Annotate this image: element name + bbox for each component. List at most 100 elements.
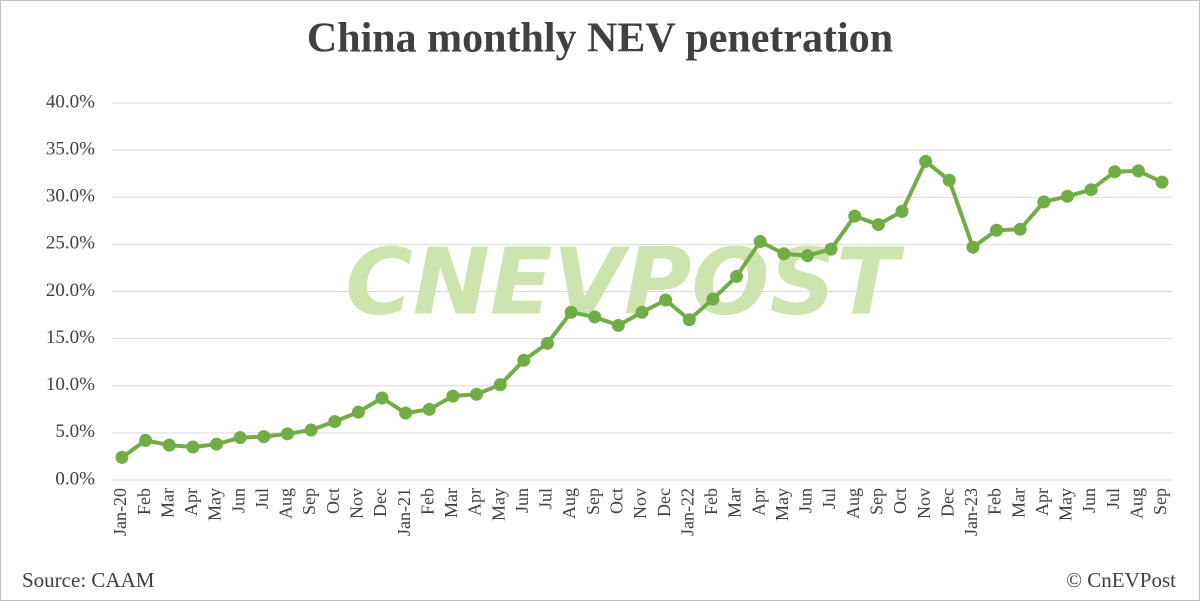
- x-tick-label: Feb: [985, 488, 1005, 515]
- data-point: [422, 402, 436, 416]
- data-point: [328, 415, 342, 429]
- x-tick-label: Jan-23: [961, 488, 981, 536]
- x-tick-label: Nov: [914, 488, 934, 519]
- y-tick-label: 15.0%: [46, 327, 95, 348]
- data-point: [919, 154, 933, 168]
- y-tick-label: 30.0%: [46, 186, 95, 207]
- data-point: [706, 292, 720, 306]
- source: Source: CAAM: [22, 568, 155, 592]
- data-point: [682, 313, 696, 327]
- data-point: [777, 247, 791, 261]
- x-tick-label: Jun: [796, 488, 816, 513]
- x-tick-label: Sep: [299, 488, 319, 515]
- y-tick-label: 20.0%: [46, 280, 95, 301]
- x-tick-label: May: [488, 488, 508, 521]
- data-point: [800, 249, 814, 263]
- data-point: [540, 336, 554, 350]
- data-point: [1060, 189, 1074, 203]
- x-tick-label: Mar: [1008, 488, 1028, 518]
- x-tick-label: Mar: [725, 488, 745, 518]
- x-tick-label: Jan-21: [394, 488, 414, 536]
- data-point: [1108, 165, 1122, 179]
- y-tick-label: 35.0%: [46, 138, 95, 159]
- x-tick-label: Sep: [583, 488, 603, 515]
- x-tick-label: Dec: [654, 488, 674, 517]
- data-point: [210, 437, 224, 451]
- x-tick-label: May: [205, 488, 225, 521]
- x-tick-label: Aug: [1126, 488, 1146, 519]
- data-point: [446, 389, 460, 403]
- data-point: [588, 310, 602, 324]
- x-tick-label: May: [1056, 488, 1076, 521]
- data-point: [966, 240, 980, 254]
- y-tick-label: 10.0%: [46, 374, 95, 395]
- x-tick-label: Oct: [606, 488, 626, 514]
- data-point: [186, 440, 200, 454]
- x-tick-label: Feb: [134, 488, 154, 515]
- x-tick-label: Mar: [157, 488, 177, 518]
- data-point: [233, 431, 247, 445]
- x-tick-label: Jul: [819, 488, 839, 509]
- x-tick-label: Feb: [701, 488, 721, 515]
- x-tick-label: Nov: [346, 488, 366, 519]
- data-point: [611, 318, 625, 332]
- x-tick-label: Sep: [1150, 488, 1170, 515]
- credit: © CnEVPost: [1066, 568, 1176, 592]
- data-point: [304, 423, 318, 437]
- data-point: [990, 223, 1004, 237]
- x-tick-label: Apr: [1032, 488, 1052, 516]
- x-tick-label: Aug: [843, 488, 863, 519]
- data-point: [659, 293, 673, 307]
- data-point: [753, 235, 767, 249]
- x-tick-label: Dec: [370, 488, 390, 517]
- x-tick-label: Feb: [417, 488, 437, 515]
- data-point: [1037, 195, 1051, 209]
- x-tick-label: Jan-20: [110, 488, 130, 536]
- x-tick-label: Jul: [536, 488, 556, 509]
- data-point: [1131, 164, 1145, 178]
- chart-title: China monthly NEV penetration: [307, 16, 893, 62]
- data-point: [871, 218, 885, 232]
- data-point: [139, 433, 153, 447]
- x-tick-label: Aug: [559, 488, 579, 519]
- x-tick-label: Jun: [1079, 488, 1099, 513]
- data-point: [564, 305, 578, 319]
- x-tick-label: May: [772, 488, 792, 521]
- data-point: [351, 405, 365, 419]
- x-tick-label: Sep: [866, 488, 886, 515]
- y-tick-label: 0.0%: [55, 468, 95, 489]
- data-point: [848, 209, 862, 223]
- data-point: [1155, 175, 1169, 189]
- x-tick-label: Aug: [276, 488, 296, 519]
- data-point: [1084, 183, 1098, 197]
- x-tick-label: Mar: [441, 488, 461, 518]
- y-tick-label: 5.0%: [55, 421, 95, 442]
- x-tick-label: Jun: [228, 488, 248, 513]
- x-tick-label: Dec: [937, 488, 957, 517]
- data-point: [493, 378, 507, 392]
- x-tick-label: Apr: [748, 488, 768, 516]
- data-point: [730, 269, 744, 283]
- x-tick-label: Apr: [465, 488, 485, 516]
- x-tick-label: Jul: [252, 488, 272, 509]
- data-point: [824, 242, 838, 256]
- x-tick-label: Jan-22: [677, 488, 697, 536]
- x-tick-label: Oct: [323, 488, 343, 514]
- x-tick-label: Jul: [1103, 488, 1123, 509]
- y-tick-label: 25.0%: [46, 233, 95, 254]
- y-tick-label: 40.0%: [46, 91, 95, 112]
- data-point: [470, 387, 484, 401]
- data-point: [162, 438, 176, 452]
- x-tick-label: Oct: [890, 488, 910, 514]
- x-tick-label: Apr: [181, 488, 201, 516]
- data-point: [375, 391, 389, 405]
- data-point: [942, 173, 956, 187]
- x-tick-label: Jun: [512, 488, 532, 513]
- data-point: [257, 430, 271, 444]
- data-point: [635, 305, 649, 319]
- data-point: [115, 450, 129, 464]
- x-tick-label: Nov: [630, 488, 650, 519]
- data-point: [399, 406, 413, 420]
